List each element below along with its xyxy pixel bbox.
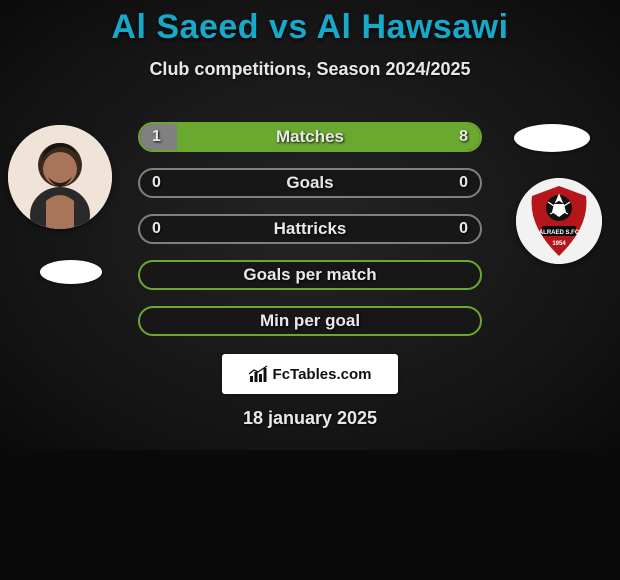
date-label: 18 january 2025 xyxy=(0,408,620,429)
bar-value-right: 8 xyxy=(459,128,468,146)
bar-label: Matches xyxy=(276,127,344,147)
bar-label: Goals xyxy=(286,173,333,193)
page-title: Al Saeed vs Al Hawsawi xyxy=(0,8,620,47)
player-left-flag xyxy=(40,260,102,284)
stat-bar-row: 1 Matches 8 xyxy=(138,122,482,152)
person-icon xyxy=(8,125,112,229)
barchart-icon xyxy=(249,365,269,383)
bar-value-left: 1 xyxy=(152,128,161,146)
player-left-avatar xyxy=(8,125,112,229)
bar-value-right: 0 xyxy=(459,174,468,192)
club-badge-icon: ALRAED S.FC 1954 xyxy=(516,178,602,264)
bar-label: Goals per match xyxy=(243,265,376,285)
attribution-badge: FcTables.com xyxy=(222,354,398,394)
bar-label: Min per goal xyxy=(260,311,360,331)
stat-bar-row: 0 Goals 0 xyxy=(138,168,482,198)
stat-bar-row: Min per goal xyxy=(138,306,482,336)
stat-bar-row: 0 Hattricks 0 xyxy=(138,214,482,244)
stat-bar-row: Goals per match xyxy=(138,260,482,290)
bar-value-left: 0 xyxy=(152,220,161,238)
svg-text:ALRAED S.FC: ALRAED S.FC xyxy=(539,230,580,236)
attribution-text: FcTables.com xyxy=(273,366,372,383)
player-right-flag xyxy=(514,124,590,152)
comparison-card: Al Saeed vs Al Hawsawi Club competitions… xyxy=(0,0,620,450)
svg-text:1954: 1954 xyxy=(552,241,566,247)
player-right-badge: ALRAED S.FC 1954 xyxy=(516,178,602,264)
stat-bars: 1 Matches 8 0 Goals 0 0 Hattricks 0 Goals per mat… xyxy=(138,122,482,352)
bar-value-left: 0 xyxy=(152,174,161,192)
bar-label: Hattricks xyxy=(274,219,347,239)
subtitle: Club competitions, Season 2024/2025 xyxy=(0,59,620,80)
bar-value-right: 0 xyxy=(459,220,468,238)
